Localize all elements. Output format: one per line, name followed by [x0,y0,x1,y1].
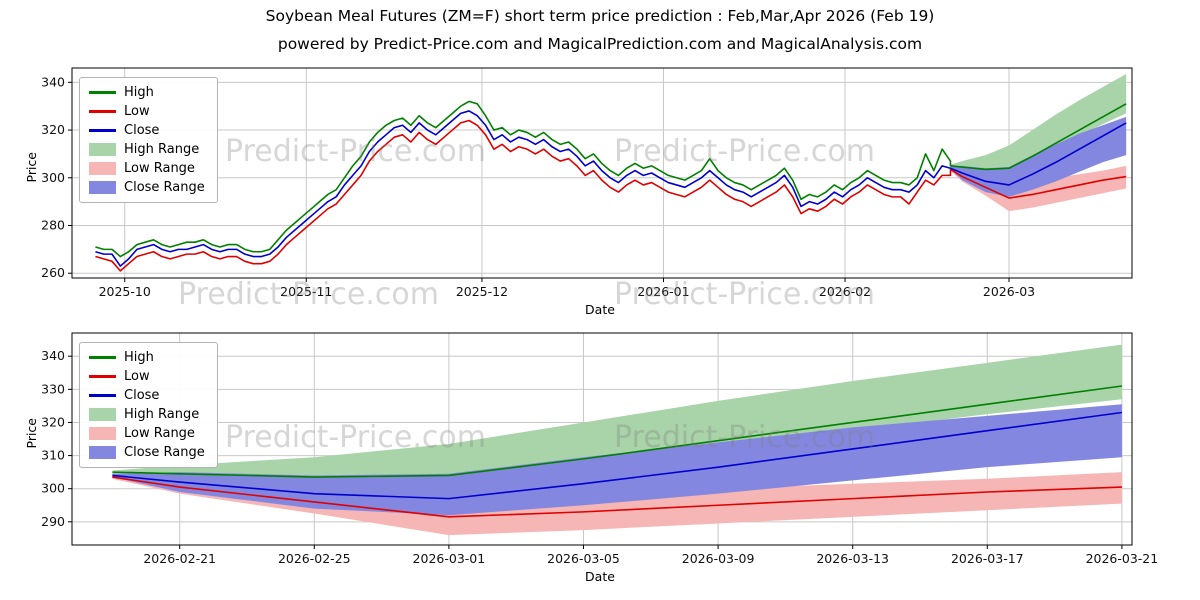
legend-item-high-range: High Range [89,407,205,422]
y-tick-label: 280 [41,218,65,233]
x-tick-label: 2026-01 [637,284,689,299]
y-tick-label: 320 [41,414,65,429]
y-tick-label: 290 [41,514,65,529]
legend-label: High Range [124,142,200,157]
high-range-band [950,73,1127,175]
y-tick-label: 300 [41,170,65,185]
high-line [95,100,1127,258]
legend-item-low-range: Low Range [89,161,205,176]
legend-patch-swatch [89,427,116,440]
legend-item-low: Low [89,369,205,384]
y-tick-label: 340 [41,74,65,89]
bottom-chart-legend: High Low Close High Range Low Range Close Ran… [79,342,218,468]
legend-label: High Range [124,407,200,422]
legend-label: Low Range [124,426,195,441]
legend-item-high: High [89,85,205,100]
close-line [112,411,1123,500]
legend-line-swatch [89,91,116,94]
low-line [112,476,1122,518]
legend-item-close-range: Close Range [89,180,205,195]
legend-label: Low Range [124,161,195,176]
y-tick-label: 320 [41,122,65,137]
close-range-band [112,404,1122,516]
y-tick-label: 300 [41,481,65,496]
x-tick-label: 2026-03-01 [413,551,486,566]
legend-item-low-range: Low Range [89,426,205,441]
legend-patch-swatch [89,446,116,459]
legend-label: Low [124,104,150,119]
low-line [95,119,1127,272]
top-chart-x-axis-label: Date [585,302,615,317]
legend-label: High [124,85,154,100]
x-tick-label: 2026-03-13 [816,551,889,566]
figure-title: Soybean Meal Futures (ZM=F) short term p… [265,7,935,25]
legend-label: Close [124,123,160,138]
x-tick-label: 2026-03-09 [682,551,755,566]
figure-subtitle: powered by Predict-Price.com and Magical… [277,35,923,53]
legend-line-swatch [89,129,116,132]
top-chart-legend: High Low Close High Range Low Range Close Ran… [79,77,218,203]
legend-label: Low [124,369,150,384]
top-chart-y-axis-label: Price [24,152,39,183]
bottom-chart-x-axis-label: Date [585,569,615,584]
x-tick-label: 2026-03-05 [547,551,620,566]
legend-item-high: High [89,350,205,365]
legend-label: Close Range [124,180,205,195]
x-tick-label: 2026-02-25 [278,551,351,566]
plot-border [71,332,1133,546]
legend-patch-swatch [89,162,116,175]
x-tick-label: 2026-02-21 [143,551,216,566]
y-tick-label: 310 [41,448,65,463]
legend-item-close: Close [89,388,205,403]
legend-patch-swatch [89,143,116,156]
low-range-band [950,165,1127,212]
legend-line-swatch [89,110,116,113]
legend-item-close: Close [89,123,205,138]
x-tick-label: 2026-03 [983,284,1035,299]
bottom-chart-y-axis-label: Price [24,418,39,449]
x-tick-label: 2025-10 [99,284,151,299]
legend-label: Close Range [124,445,205,460]
y-tick-label: 330 [41,381,65,396]
legend-label: Close [124,388,160,403]
legend-item-low: Low [89,104,205,119]
legend-patch-swatch [89,408,116,421]
legend-line-swatch [89,375,116,378]
low-range-band [112,472,1122,536]
y-tick-label: 340 [41,348,65,363]
legend-item-close-range: Close Range [89,445,205,460]
legend-line-swatch [89,394,116,397]
high-range-band [112,344,1122,484]
x-tick-label: 2025-11 [280,284,332,299]
legend-patch-swatch [89,181,116,194]
plot-border [71,67,1133,279]
close-range-band [950,116,1127,197]
x-tick-label: 2026-02 [819,284,871,299]
close-line [95,110,1127,267]
x-tick-label: 2026-03-21 [1086,551,1159,566]
legend-item-high-range: High Range [89,142,205,157]
y-tick-label: 260 [41,265,65,280]
legend-label: High [124,350,154,365]
legend-line-swatch [89,356,116,359]
x-tick-label: 2025-12 [456,284,508,299]
x-tick-label: 2026-03-17 [951,551,1024,566]
high-line [112,385,1123,478]
